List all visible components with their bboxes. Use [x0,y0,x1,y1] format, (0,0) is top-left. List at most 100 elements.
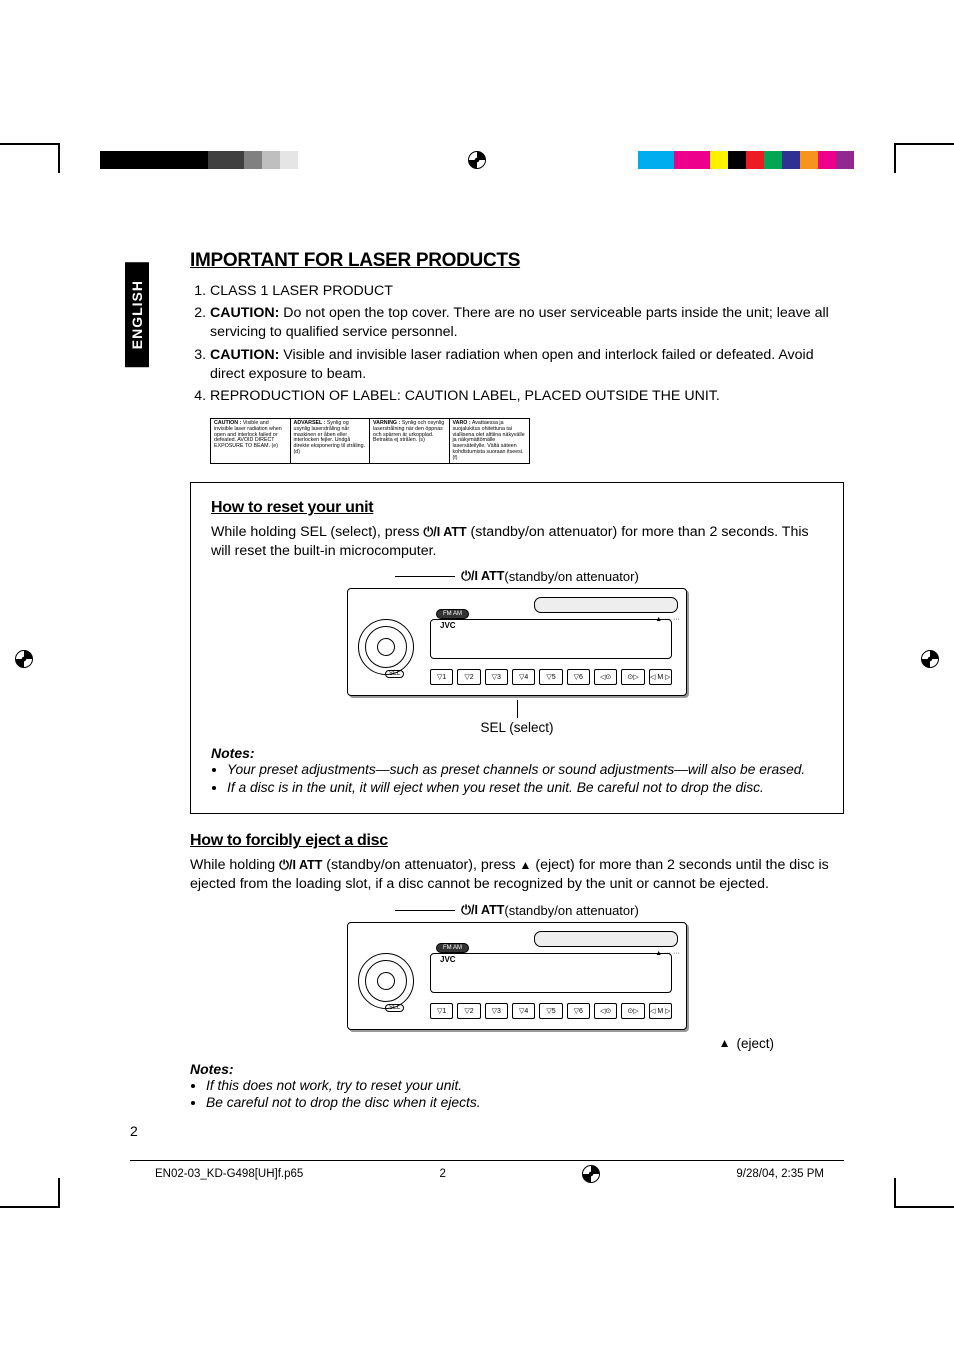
device-button: ▽1 [430,1003,453,1019]
device-button: ◁⊙ [594,669,617,685]
sel-button-label: SEL [385,1004,404,1012]
reset-note-1: Your preset adjustments—such as preset c… [227,761,823,779]
color-swatch [100,151,118,169]
color-swatch [764,151,782,169]
color-swatch [638,151,656,169]
color-swatch [208,151,226,169]
labelcol3-tag: (s) [419,437,425,443]
color-swatch [800,151,818,169]
color-swatch [710,151,728,169]
color-swatch [620,151,638,169]
reset-callout-top-label: (standby/on attenuator) [504,569,638,584]
eject-title: How to forcibly eject a disc [190,832,844,850]
color-swatch [818,151,836,169]
eject-section: How to forcibly eject a disc While holdi… [190,832,844,1112]
color-swatch [262,151,280,169]
device-screen [430,953,672,993]
device-button: ◁ M ▷ [649,669,672,685]
page-content: ENGLISH IMPORTANT FOR LASER PRODUCTS CLA… [130,250,844,1131]
color-swatch [298,151,316,169]
footer-meta: EN02-03_KD-G498[UH]f.p65 2 9/28/04, 2:35… [155,1165,824,1183]
color-swatch [118,151,136,169]
color-swatch [280,151,298,169]
labelcol2-tag: (d) [294,449,300,455]
labelcol4-body: Avattaessa ja suojalukitus ohitettuna ta… [453,420,525,455]
caution-3-bold: CAUTION: [210,347,279,363]
color-swatch [728,151,746,169]
standby-att-icon: ⏻/I ATT [461,569,504,584]
sel-pointer [211,700,823,718]
standby-att-icon: ⏻/I ATT [461,903,504,918]
eject-callout-top: ⏻/I ATT (standby/on attenuator) [190,903,844,918]
fmam-button: FM AM [436,609,469,619]
labelcol1-tag: (e) [272,443,278,449]
eject-callout-bottom: ▲ (eject) [190,1036,774,1051]
eject-icon: ▲ [520,858,532,872]
device-brand: JVC [440,621,456,630]
eject-callout-bottom-label: (eject) [736,1036,774,1051]
device-button: ▽5 [539,669,562,685]
color-swatch [190,151,208,169]
registration-mark-right [921,650,939,673]
caution-2-bold: CAUTION: [210,305,279,321]
colorbar-left [100,151,334,169]
footer-date: 9/28/04, 2:35 PM [736,1168,824,1180]
eject-p1b: (standby/on attenuator), press [322,857,519,873]
footer-rule [130,1160,844,1161]
eject-icon: ▲ [719,1036,731,1050]
footer-file: EN02-03_KD-G498[UH]f.p65 [155,1168,303,1180]
reset-notes: Your preset adjustments—such as preset c… [227,761,823,797]
device-button: ▽6 [567,1003,590,1019]
caution-2-text: Do not open the top cover. There are no … [210,305,829,340]
color-swatch [836,151,854,169]
page-number: 2 [130,1123,138,1139]
footer-page: 2 [440,1168,446,1180]
device-side-buttons: ▲ ··· ··· [655,949,680,959]
eject-p1a: While holding [190,857,279,873]
caution-1: CLASS 1 LASER PRODUCT [210,283,393,299]
eject-note-2: Be careful not to drop the disc when it … [206,1094,844,1112]
device-diagram: SEL FM AM JVC ▽1▽2▽3▽4▽5▽6◁⊙⊙▷◁ M ▷ ▲ ··… [347,922,687,1030]
color-swatch [782,151,800,169]
device-button: ▽4 [512,1003,535,1019]
caution-4: REPRODUCTION OF LABEL: CAUTION LABEL, PL… [210,388,720,404]
device-button-row: ▽1▽2 ▽3▽4▽5 ▽6◁⊙⊙▷ ◁ M ▷ [430,669,672,685]
device-button: ◁ M ▷ [649,1003,672,1019]
reset-title: How to reset your unit [211,499,823,517]
caution-label-repro: CAUTION : Visible and invisible laser ra… [210,418,530,464]
device-dial: SEL [358,953,414,1009]
device-side-buttons: ▲ ··· ··· [655,615,680,625]
page-title: IMPORTANT FOR LASER PRODUCTS [190,250,844,272]
device-button: ▽5 [539,1003,562,1019]
device-button: ▽3 [485,669,508,685]
color-swatch [154,151,172,169]
device-button: ▽6 [567,669,590,685]
color-swatch [674,151,692,169]
registration-mark-bottom [582,1165,600,1183]
eject-note-1: If this does not work, try to reset your… [206,1077,844,1095]
color-swatch [172,151,190,169]
device-dial: SEL [358,619,414,675]
sel-pointer-label: SEL (select) [211,720,823,735]
color-swatch [226,151,244,169]
reset-p1a: While holding SEL (select), press [211,524,423,540]
registration-mark-left [15,650,33,673]
device-button: ▽4 [512,669,535,685]
device-button: ▽3 [485,1003,508,1019]
standby-att-icon: ⏻/I ATT [279,858,322,872]
reset-section: How to reset your unit While holding SEL… [190,482,844,814]
device-screen [430,619,672,659]
caution-list: CLASS 1 LASER PRODUCT CAUTION: Do not op… [210,282,844,406]
device-button: ◁⊙ [594,1003,617,1019]
color-swatch [656,151,674,169]
color-swatch [136,151,154,169]
color-swatch [746,151,764,169]
device-button: ⊙▷ [621,669,644,685]
device-button: ▽2 [457,669,480,685]
device-button-row: ▽1▽2▽3▽4▽5▽6◁⊙⊙▷◁ M ▷ [430,1003,672,1019]
color-bar-row [0,150,954,170]
eject-callout-top-label: (standby/on attenuator) [504,903,638,918]
reset-callout-top: ⏻/I ATT (standby/on attenuator) [211,569,823,584]
reset-body: While holding SEL (select), press ⏻/I AT… [211,523,823,561]
device-button: ▽1 [430,669,453,685]
